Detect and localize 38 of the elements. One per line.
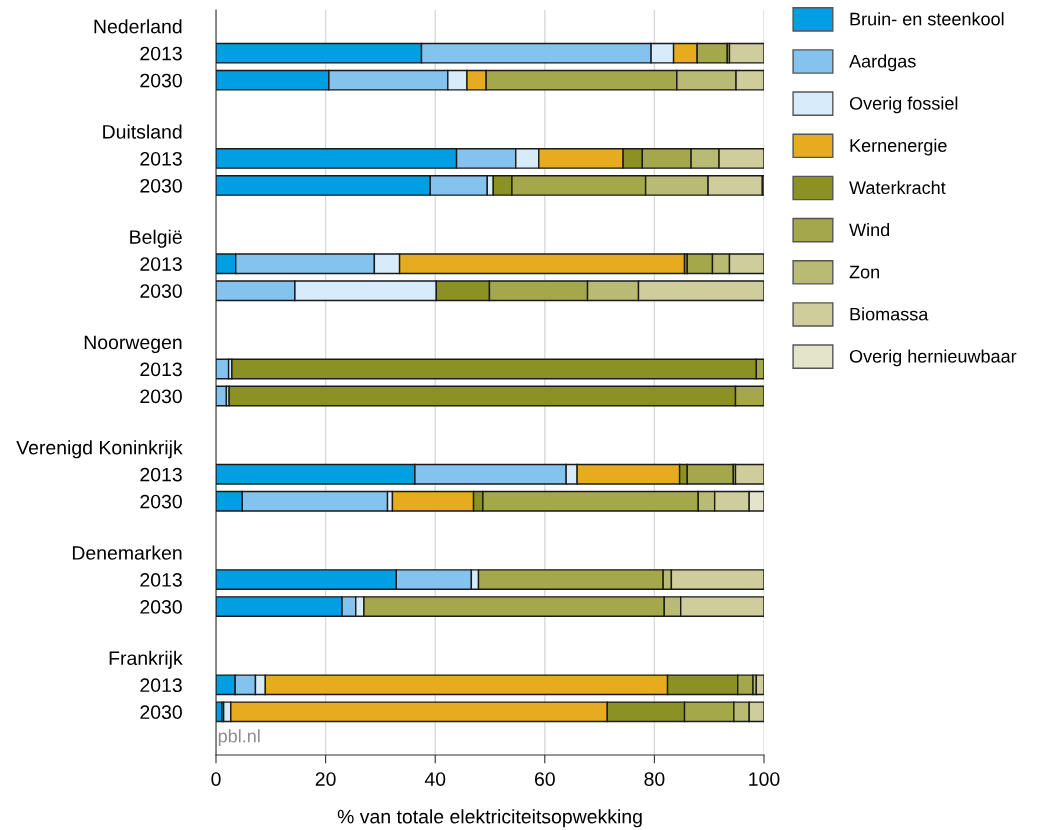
y-tick-label: 2013 (140, 151, 182, 166)
y-tick-label: 2030 (140, 600, 182, 614)
x-tick-label: 20 (315, 772, 336, 786)
x-tick-label: 60 (534, 772, 555, 786)
y-tick-label: 2013 (140, 362, 182, 377)
y-tick-label: 2013 (140, 46, 182, 61)
legend-label: Bruin- en steenkool (850, 12, 1004, 26)
legend-label: Biomassa (850, 307, 929, 321)
y-tick-label: 2013 (140, 467, 182, 482)
y-tick-label: Frankrijk (109, 650, 183, 669)
legend-label: Overig hernieuwbaar (849, 349, 1017, 367)
y-tick-label: Denemarken (72, 545, 182, 560)
y-tick-label: 2030 (140, 389, 182, 404)
legend-label: Overig fossiel (849, 96, 958, 114)
y-tick-label: België (130, 229, 182, 248)
legend-label: Kernenergie (850, 138, 947, 156)
x-tick-label: 80 (644, 772, 665, 786)
y-tick-label: Verenigd Koninkrijk (16, 440, 183, 459)
legend-label: Waterkracht (849, 180, 946, 195)
x-tick-label: 0 (211, 772, 221, 786)
y-tick-label: 2030 (140, 178, 182, 193)
y-tick-label: 2030 (140, 705, 182, 720)
legend-label: Wind (849, 222, 890, 237)
legend-label: Zon (849, 265, 879, 279)
y-tick-label: 2013 (140, 257, 182, 271)
y-tick-label: Duitsland (103, 124, 182, 139)
y-tick-label: Nederland (94, 19, 182, 34)
x-tick-label: 40 (424, 772, 446, 786)
y-tick-label: 2030 (140, 73, 182, 88)
y-tick-label: 2030 (140, 494, 182, 509)
legend-label: Aardgas (849, 54, 916, 72)
annotation: pbl.nl (218, 729, 260, 747)
x-axis-title: % van totale elektriciteitsopwekking (337, 809, 642, 828)
y-tick-label: 2013 (140, 573, 182, 587)
x-tick-label: 100 (749, 772, 780, 786)
y-tick-label: 2030 (140, 284, 182, 298)
y-tick-label: 2013 (140, 678, 182, 693)
y-tick-label: Noorwegen (84, 335, 182, 354)
